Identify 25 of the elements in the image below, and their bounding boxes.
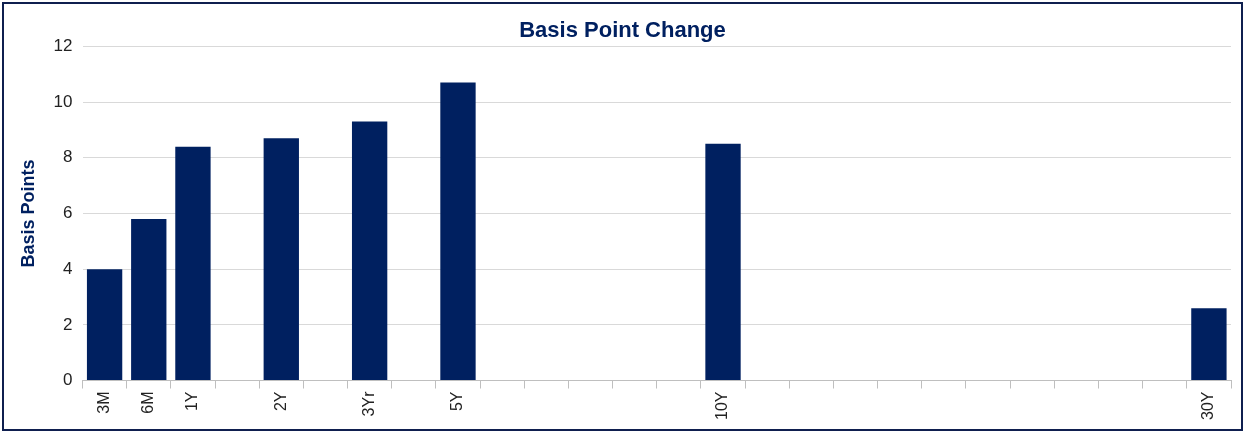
y-tick-label: 6 [63,203,73,223]
y-tick-label: 4 [63,258,73,278]
bar [175,146,211,381]
x-tick-label: 3M [95,391,112,414]
bar [351,121,388,381]
y-axis-title: Basis Points [17,159,38,268]
chart-title: Basis Point Change [519,17,726,43]
x-tick-label: 1Y [183,391,201,412]
x-tick-label: 2Y [271,391,289,412]
bar [705,143,741,381]
x-tick-label: 3Yr [360,390,378,417]
x-tick-label: 30Y [1199,391,1217,420]
bar [440,82,476,381]
y-tick-label: 8 [63,147,73,167]
x-tick-label: 5Y [448,391,466,412]
bar [86,269,123,381]
bar [131,219,167,381]
x-tick-label: 6M [139,391,157,414]
x-tick-label: 10Y [713,391,731,420]
bar [1191,308,1227,381]
y-tick-label: 0 [63,370,73,390]
y-tick-label: 10 [53,91,73,111]
y-tick-label: 2 [63,314,73,334]
bar [263,138,299,381]
y-tick-label: 12 [53,36,73,56]
